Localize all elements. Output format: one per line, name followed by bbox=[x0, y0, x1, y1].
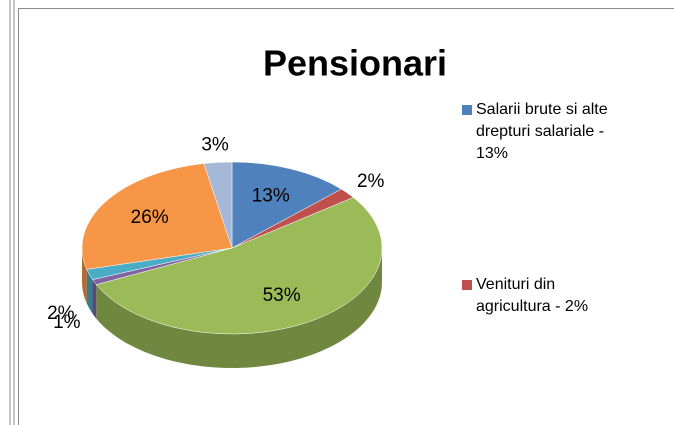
pie-slice bbox=[81, 163, 233, 270]
data-label: 2% bbox=[47, 303, 75, 324]
legend-label: Venituri din agricultura - 2% bbox=[476, 276, 588, 315]
pie-slice bbox=[95, 197, 383, 335]
pie-side bbox=[82, 248, 87, 304]
legend-marker bbox=[462, 105, 472, 115]
data-label: 1% bbox=[53, 312, 81, 333]
legend-marker bbox=[462, 280, 472, 290]
data-label: 26% bbox=[131, 207, 169, 228]
pie-side bbox=[92, 279, 97, 319]
legend: Salarii brute si alte drepturi salariale … bbox=[462, 101, 608, 315]
pie: 13%2%53%1%2%26%3% bbox=[47, 134, 385, 368]
legend-label: Salarii brute si alte drepturi salariale … bbox=[476, 101, 608, 162]
pie-slice bbox=[231, 161, 342, 249]
chart-border bbox=[18, 8, 674, 425]
data-label: 3% bbox=[201, 134, 229, 155]
chart-title: Pensionari bbox=[263, 43, 447, 84]
data-label: 2% bbox=[357, 171, 385, 192]
data-label: 53% bbox=[263, 285, 301, 306]
data-label: 13% bbox=[252, 186, 290, 207]
pie-side bbox=[86, 269, 93, 314]
pie-side bbox=[96, 248, 382, 368]
pie-slice bbox=[203, 161, 233, 249]
